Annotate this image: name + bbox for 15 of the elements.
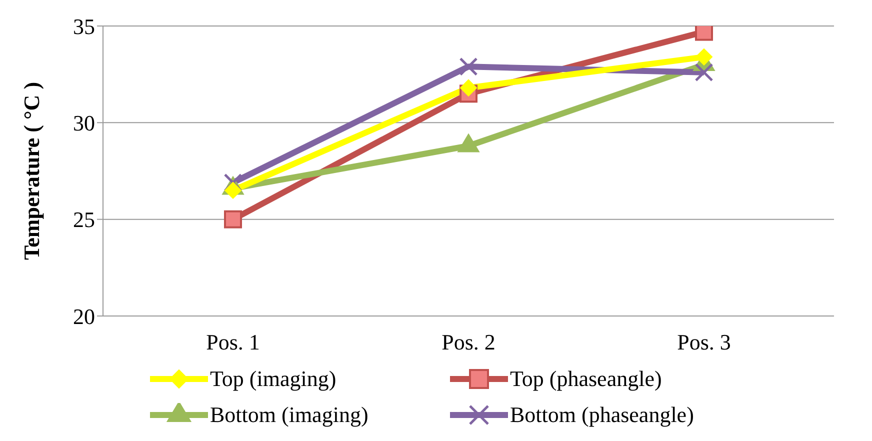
point bbox=[460, 79, 477, 96]
legend-label: Bottom (phaseangle) bbox=[510, 402, 694, 428]
point bbox=[224, 210, 242, 228]
y-tick-label: 35 bbox=[73, 14, 95, 39]
legend-label: Top (imaging) bbox=[210, 366, 336, 392]
x-tick-label: Pos. 1 bbox=[206, 330, 260, 355]
y-tick-label: 25 bbox=[73, 207, 95, 232]
y-tick-label: 30 bbox=[73, 110, 95, 136]
y-axis-title: Temperature ( °C ) bbox=[18, 82, 44, 260]
y-tick-label: 20 bbox=[73, 304, 95, 329]
x-tick-label: Pos. 3 bbox=[677, 330, 731, 355]
legend-label: Bottom (imaging) bbox=[210, 402, 368, 428]
point bbox=[696, 48, 712, 66]
legend-label: Top (phaseangle) bbox=[510, 366, 662, 392]
x-tick-label: Pos. 2 bbox=[442, 330, 496, 355]
